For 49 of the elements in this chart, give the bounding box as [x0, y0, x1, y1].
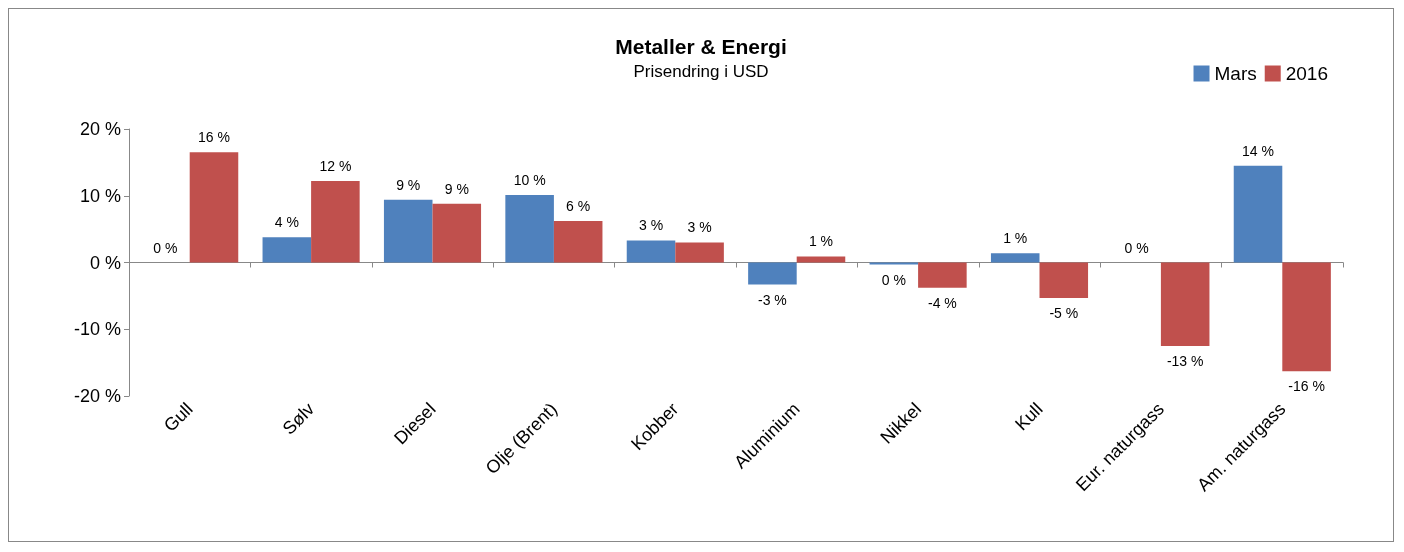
bar: [869, 262, 919, 265]
bar: [1233, 165, 1283, 263]
data-label: 14 %: [1242, 142, 1274, 159]
chart-subtitle: Prisendring i USD: [633, 62, 769, 81]
y-tick-label: 10 %: [79, 185, 121, 206]
x-tick-label: Kull: [1011, 398, 1047, 435]
legend-label: Mars: [1214, 63, 1257, 84]
data-label: -16 %: [1288, 378, 1325, 395]
data-label: 10 %: [513, 172, 546, 189]
bar: [553, 221, 603, 263]
bar: [626, 240, 676, 263]
data-label: -4 %: [927, 294, 957, 311]
chart-title: Metaller & Energi: [615, 35, 787, 58]
data-label: 3 %: [687, 219, 712, 236]
bar: [505, 195, 554, 263]
data-label: -3 %: [758, 291, 787, 308]
y-tick-label: -10 %: [73, 319, 121, 340]
y-tick-label: 0 %: [89, 252, 121, 273]
bar: [796, 256, 846, 263]
bar: [1160, 262, 1210, 346]
y-tick-label: 20 %: [79, 119, 121, 139]
bar: [1039, 262, 1089, 298]
x-tick-label: Gull: [160, 398, 197, 436]
bar: [311, 181, 360, 263]
data-label: 12 %: [319, 158, 352, 175]
data-label: 0 %: [881, 271, 906, 288]
y-tick-label: -20 %: [73, 386, 121, 406]
bar: [262, 237, 312, 263]
bar: [189, 152, 239, 263]
bar: [432, 203, 482, 263]
legend-label: 2016: [1285, 63, 1329, 84]
data-label: 9 %: [396, 176, 421, 193]
data-label: 9 %: [444, 180, 469, 197]
bar: [1282, 262, 1331, 372]
data-label: 0 %: [1124, 239, 1149, 256]
data-label: 6 %: [566, 198, 591, 215]
bar: [918, 262, 967, 288]
data-label: 4 %: [274, 214, 299, 231]
bar: [990, 253, 1040, 263]
bar: [748, 262, 797, 285]
data-label: -5 %: [1049, 304, 1079, 321]
data-label: 3 %: [638, 217, 664, 234]
bar: [675, 242, 724, 263]
data-label: 1 %: [808, 233, 834, 250]
data-label: 16 %: [198, 129, 230, 146]
data-label: -13 %: [1166, 352, 1204, 369]
data-label: 1 %: [1003, 230, 1028, 247]
data-label: 0 %: [153, 239, 178, 256]
bar: [383, 199, 433, 263]
